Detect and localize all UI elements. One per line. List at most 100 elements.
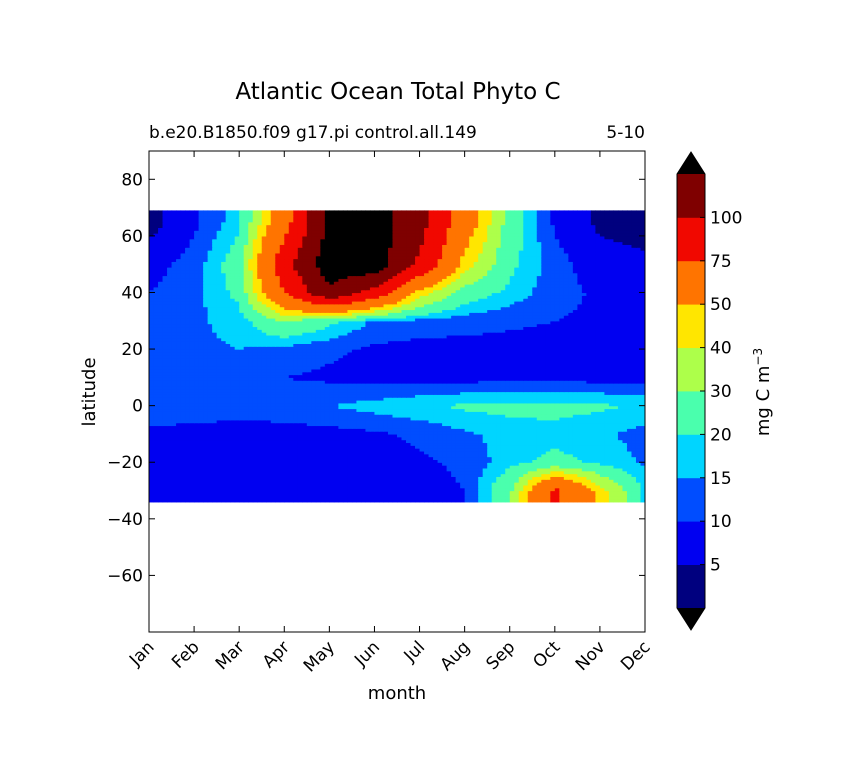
heatmap-cell (491, 493, 497, 497)
heatmap-cell (437, 499, 443, 503)
heatmap-cell (401, 414, 407, 418)
heatmap-cell (559, 448, 565, 452)
heatmap-cell (383, 450, 389, 455)
heatmap-cell (437, 428, 443, 432)
heatmap-cell (302, 496, 308, 500)
heatmap-cell (424, 411, 430, 415)
heatmap-cell (369, 462, 376, 466)
heatmap-cell (239, 499, 245, 503)
heatmap-cell (640, 479, 645, 483)
heatmap-cell (559, 482, 565, 486)
heatmap-cell (315, 422, 321, 427)
heatmap-cell (225, 496, 231, 500)
heatmap-cell (225, 462, 231, 466)
heatmap-cell (293, 436, 299, 441)
heatmap-cell (550, 470, 556, 475)
heatmap-cell (595, 456, 601, 461)
heatmap-cell (518, 482, 524, 486)
heatmap-cell (180, 436, 186, 441)
heatmap-cell (473, 433, 479, 438)
heatmap-cell (577, 428, 583, 432)
heatmap-cell (365, 419, 371, 424)
heatmap-cell (491, 411, 497, 415)
heatmap-cell (383, 459, 389, 463)
heatmap-cell (563, 456, 569, 461)
heatmap-cell (234, 425, 240, 429)
heatmap-cell (293, 405, 299, 410)
heatmap-cell (599, 459, 606, 463)
heatmap-cell (455, 419, 461, 424)
heatmap-cell (185, 499, 191, 503)
heatmap-cell (572, 482, 578, 486)
heatmap-cell (194, 428, 200, 432)
heatmap-cell (550, 402, 556, 407)
heatmap-cell (153, 445, 159, 449)
heatmap-cell (180, 405, 186, 410)
heatmap-cell (577, 436, 583, 441)
heatmap-cell (487, 470, 493, 475)
heatmap-cell (451, 394, 457, 398)
heatmap-cell (293, 439, 299, 444)
heatmap-cell (577, 487, 583, 492)
heatmap-cell (338, 442, 344, 446)
heatmap-cell (397, 405, 403, 410)
heatmap-cell (496, 462, 502, 466)
heatmap-cell (460, 442, 466, 446)
heatmap-cell (230, 490, 236, 494)
heatmap-cell (266, 473, 272, 477)
heatmap-cell (482, 442, 488, 446)
heatmap-cell (581, 470, 587, 475)
heatmap-cell (469, 462, 475, 466)
heatmap-cell (360, 462, 367, 466)
heatmap-cell (428, 465, 434, 469)
heatmap-cell (469, 439, 475, 444)
heatmap-cell (306, 433, 312, 438)
heatmap-cell (419, 399, 425, 404)
heatmap-cell (162, 405, 168, 410)
heatmap-cell (293, 422, 299, 427)
heatmap-cell (149, 394, 155, 398)
heatmap-cell (297, 394, 303, 398)
heatmap-cell (496, 414, 502, 418)
heatmap-cell (451, 402, 457, 407)
heatmap-cell (266, 496, 272, 500)
heatmap-cell (406, 473, 412, 477)
heatmap-cell (626, 402, 633, 407)
heatmap-cell (608, 496, 615, 500)
heatmap-cell (523, 397, 529, 401)
heatmap-cell (365, 459, 371, 463)
heatmap-cell (568, 459, 574, 463)
heatmap-cell (387, 445, 394, 449)
heatmap-cell (297, 482, 303, 486)
heatmap-cell (478, 405, 484, 410)
heatmap-cell (153, 436, 159, 441)
heatmap-cell (622, 453, 628, 458)
heatmap-cell (437, 496, 443, 500)
heatmap-cell (446, 439, 452, 444)
heatmap-cell (207, 416, 213, 421)
heatmap-cell (604, 473, 610, 477)
heatmap-cell (482, 487, 488, 492)
heatmap-cell (397, 456, 403, 461)
heatmap-cell (424, 433, 430, 438)
heatmap-cell (315, 490, 321, 494)
heatmap-cell (595, 397, 601, 401)
heatmap-cell (288, 405, 294, 410)
heatmap-cell (162, 450, 168, 455)
heatmap-cell (347, 459, 353, 463)
heatmap-cell (460, 465, 466, 469)
heatmap-cell (491, 490, 497, 494)
heatmap-cell (410, 425, 416, 429)
heatmap-cell (415, 445, 421, 449)
heatmap-cell (266, 433, 272, 438)
heatmap-cell (360, 453, 367, 458)
heatmap-cell (360, 433, 367, 438)
heatmap-cell (176, 499, 182, 503)
heatmap-cell (419, 482, 425, 486)
heatmap-cell (356, 456, 362, 461)
heatmap-cell (442, 433, 448, 438)
heatmap-cell (586, 445, 592, 449)
heatmap-cell (406, 416, 412, 421)
heatmap-cell (243, 450, 249, 455)
heatmap-cell (455, 445, 461, 449)
